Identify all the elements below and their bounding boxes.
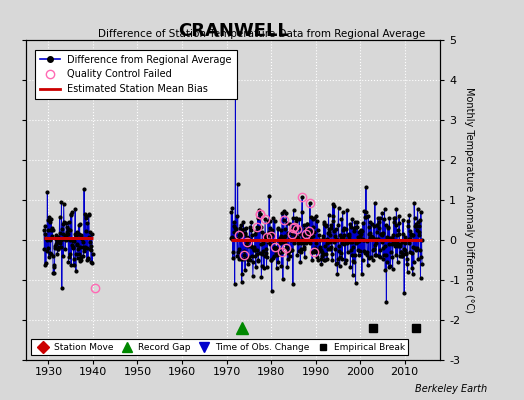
Text: Difference of Station Temperature Data from Regional Average: Difference of Station Temperature Data f…	[99, 29, 425, 39]
Title: CRANWELL: CRANWELL	[178, 22, 289, 40]
Text: Berkeley Earth: Berkeley Earth	[415, 384, 487, 394]
Y-axis label: Monthly Temperature Anomaly Difference (°C): Monthly Temperature Anomaly Difference (…	[464, 87, 474, 313]
Legend: Station Move, Record Gap, Time of Obs. Change, Empirical Break: Station Move, Record Gap, Time of Obs. C…	[31, 339, 408, 356]
